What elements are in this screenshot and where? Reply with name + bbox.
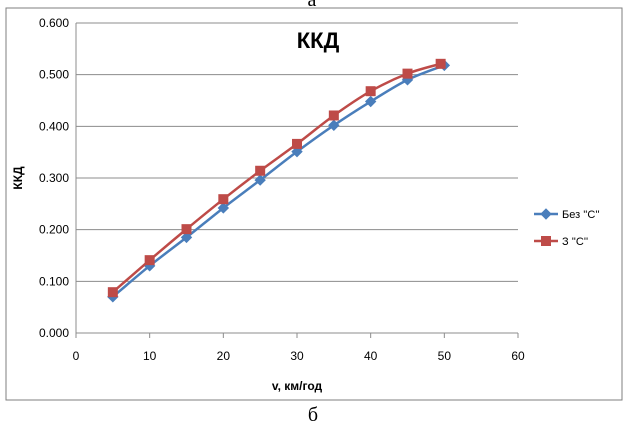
y-tick-label: 0.100: [39, 274, 69, 288]
data-point: [217, 202, 230, 214]
data-point: [365, 86, 376, 97]
data-point: [291, 145, 303, 158]
data-point: [254, 174, 266, 186]
y-tick-label: 0.400: [39, 119, 69, 133]
chart-frame: [5, 7, 623, 401]
y-tick-label: 0.000: [39, 326, 69, 340]
data-point: [364, 95, 377, 108]
data-point: [328, 110, 339, 121]
data-point: [328, 119, 340, 132]
y-tick-label: 0.300: [39, 171, 69, 185]
x-axis-title: v, км/год: [272, 379, 323, 393]
legend-label: З ''С'': [562, 236, 588, 248]
data-point: [218, 194, 229, 205]
x-tick-label: 50: [438, 349, 452, 363]
data-point: [255, 165, 266, 176]
y-tick-label: 0.200: [39, 223, 69, 237]
legend: Без ''С'' З ''С'': [534, 208, 600, 248]
x-tick-label: 10: [143, 349, 157, 363]
data-point: [181, 224, 192, 235]
data-point: [107, 287, 118, 298]
top-caption: а: [308, 0, 317, 11]
series-line: [112, 64, 445, 298]
y-axis-title: ККД: [11, 166, 25, 190]
series-line: [112, 62, 442, 294]
legend-label: Без ''С'': [562, 209, 600, 221]
x-tick-label: 40: [364, 349, 378, 363]
data-point: [144, 255, 155, 266]
data-point: [402, 68, 413, 79]
plot-area: [107, 58, 451, 303]
legend-marker: [541, 236, 551, 246]
axes: 0.000 0.100 0.200 0.300 0.400 0.500 0.600 0 10 20…: [39, 16, 525, 363]
bottom-caption: б: [308, 404, 318, 425]
data-point: [180, 231, 193, 244]
x-tick-label: 30: [290, 349, 304, 363]
y-tick-label: 0.600: [39, 16, 69, 30]
x-tick-label: 60: [511, 349, 525, 363]
data-point: [435, 58, 446, 69]
x-tick-label: 0: [73, 349, 80, 363]
chart-title: ККД: [297, 28, 340, 53]
data-point: [292, 138, 302, 149]
x-tick-label: 20: [217, 349, 231, 363]
legend-marker: [540, 208, 552, 220]
y-tick-label: 0.500: [39, 68, 69, 82]
